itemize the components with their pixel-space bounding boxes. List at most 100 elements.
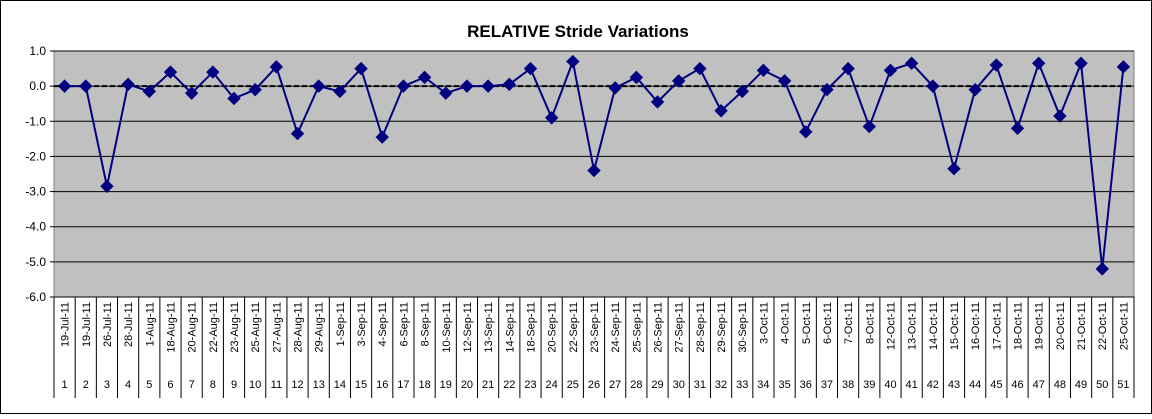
data-point xyxy=(544,111,559,125)
x-number-label: 1 xyxy=(62,379,68,391)
x-number-label: 25 xyxy=(567,379,579,391)
data-point xyxy=(396,79,411,93)
x-number-label: 5 xyxy=(146,379,152,391)
data-point xyxy=(947,162,961,176)
x-date-label: 21-Oct-11 xyxy=(1076,302,1088,350)
x-date-label: 4-Oct-11 xyxy=(780,302,792,344)
x-date-label: 23-Sep-11 xyxy=(589,302,601,353)
data-point xyxy=(820,82,834,97)
x-date-label: 25-Oct-11 xyxy=(1118,302,1130,350)
data-point xyxy=(163,65,178,79)
x-date-label: 22-Aug-11 xyxy=(208,302,220,353)
data-point xyxy=(417,70,432,85)
x-date-label: 18-Oct-11 xyxy=(1013,302,1025,350)
x-number-label: 19 xyxy=(440,379,452,391)
x-date-label: 7-Oct-11 xyxy=(843,302,855,344)
x-date-label: 27-Aug-11 xyxy=(271,302,283,353)
x-number-label: 8 xyxy=(210,379,216,391)
y-tick-label: 1.0 xyxy=(29,44,46,58)
x-number-label: 13 xyxy=(313,379,325,391)
x-number-label: 33 xyxy=(736,379,748,391)
x-date-label: 28-Aug-11 xyxy=(293,302,305,353)
x-number-label: 23 xyxy=(524,379,536,391)
data-point xyxy=(375,130,389,144)
x-number-label: 28 xyxy=(630,379,642,391)
x-date-label: 3-Oct-11 xyxy=(758,302,770,344)
x-number-label: 51 xyxy=(1117,379,1129,391)
x-date-label: 8-Oct-11 xyxy=(864,302,876,344)
x-number-label: 22 xyxy=(503,379,515,391)
x-date-label: 4-Sep-11 xyxy=(377,302,389,346)
data-point xyxy=(756,63,771,78)
x-number-label: 6 xyxy=(167,379,173,391)
x-number-label: 26 xyxy=(588,379,600,391)
x-number-label: 37 xyxy=(821,379,833,391)
x-date-label: 1-Sep-11 xyxy=(335,302,347,346)
x-number-label: 12 xyxy=(291,379,303,391)
x-date-label: 23-Aug-11 xyxy=(229,302,241,353)
x-date-label: 13-Oct-11 xyxy=(907,302,919,350)
x-date-label: 15-Oct-11 xyxy=(949,302,961,350)
chart-title: RELATIVE Stride Variations xyxy=(467,22,689,41)
x-date-label: 25-Sep-11 xyxy=(631,302,643,353)
data-point xyxy=(587,163,601,178)
x-number-label: 11 xyxy=(271,379,282,391)
data-point xyxy=(566,54,580,69)
x-number-label: 2 xyxy=(83,379,89,391)
x-number-label: 16 xyxy=(376,379,388,391)
data-point xyxy=(121,77,135,92)
data-point xyxy=(439,86,453,100)
data-point xyxy=(883,63,898,78)
x-number-label: 48 xyxy=(1054,379,1066,391)
x-date-label: 20-Oct-11 xyxy=(1055,302,1067,350)
x-date-label: 13-Sep-11 xyxy=(483,302,495,353)
x-date-label: 24-Sep-11 xyxy=(610,302,622,353)
data-point xyxy=(989,58,1004,72)
data-point xyxy=(354,61,368,76)
x-number-label: 9 xyxy=(231,379,237,391)
x-number-label: 35 xyxy=(778,379,790,391)
x-date-label: 17-Oct-11 xyxy=(991,302,1003,350)
x-number-label: 18 xyxy=(418,379,430,391)
x-number-label: 3 xyxy=(104,379,110,391)
x-date-label: 26-Sep-11 xyxy=(653,302,665,353)
data-point xyxy=(79,79,93,93)
y-tick-label: 0.0 xyxy=(29,79,46,93)
x-number-label: 44 xyxy=(969,379,981,391)
x-number-label: 24 xyxy=(546,379,558,391)
x-number-label: 29 xyxy=(651,379,663,391)
y-tick-label: -3.0 xyxy=(25,185,46,199)
x-number-label: 7 xyxy=(189,379,195,391)
x-date-label: 27-Sep-11 xyxy=(674,302,686,353)
y-tick-label: -1.0 xyxy=(25,114,46,128)
x-date-label: 14-Oct-11 xyxy=(928,302,940,350)
x-date-label: 3-Sep-11 xyxy=(356,302,368,346)
x-number-label: 40 xyxy=(884,379,896,391)
x-number-label: 27 xyxy=(609,379,621,391)
x-date-label: 29-Aug-11 xyxy=(314,302,326,353)
data-point xyxy=(904,56,919,71)
data-point xyxy=(777,74,792,88)
data-point xyxy=(227,91,241,106)
x-number-label: 47 xyxy=(1033,379,1045,391)
y-tick-label: -4.0 xyxy=(25,220,46,234)
x-date-label: 22-Sep-11 xyxy=(568,302,580,353)
data-point xyxy=(650,95,665,109)
data-point xyxy=(523,61,538,76)
x-date-label: 20-Sep-11 xyxy=(547,302,559,353)
x-number-label: 4 xyxy=(125,379,131,391)
x-number-label: 10 xyxy=(249,379,261,391)
x-number-label: 36 xyxy=(800,379,812,391)
x-date-label: 16-Oct-11 xyxy=(970,302,982,350)
x-number-label: 38 xyxy=(842,379,854,391)
x-number-label: 42 xyxy=(927,379,939,391)
data-point xyxy=(671,74,686,88)
data-point xyxy=(502,77,517,92)
data-point xyxy=(714,104,728,118)
data-point xyxy=(142,84,157,99)
x-date-label: 29-Sep-11 xyxy=(716,302,728,353)
data-point xyxy=(862,119,877,134)
y-tick-label: -6.0 xyxy=(25,290,46,304)
x-number-label: 15 xyxy=(355,379,367,391)
